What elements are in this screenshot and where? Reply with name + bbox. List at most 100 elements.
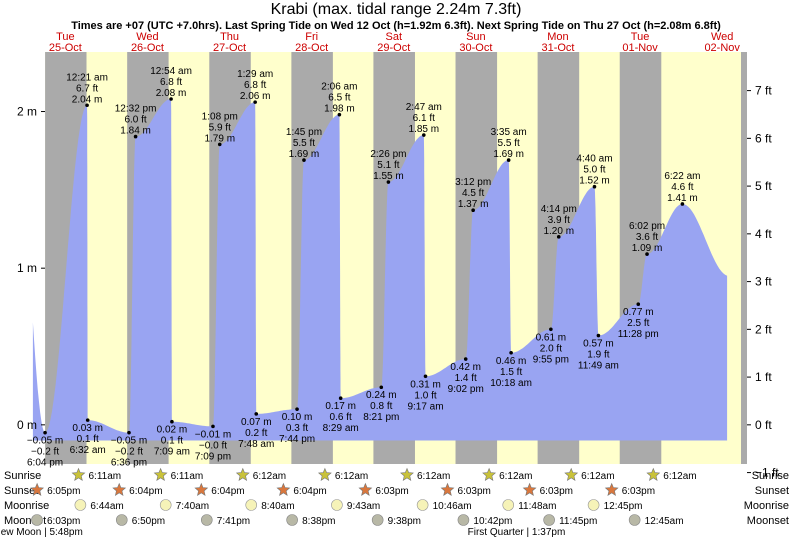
moon-phase-label: New Moon | 5:48pm <box>0 527 83 538</box>
tide-low-marker <box>170 419 174 424</box>
moonrise-time: 8:40am <box>261 501 294 512</box>
sunset-time: 6:03pm <box>622 486 655 497</box>
sunset-time: 6:03pm <box>458 486 491 497</box>
day-label-weekday: Wed <box>711 31 733 43</box>
y-tick-label-ft: 7 ft <box>755 84 772 98</box>
tide-low-marker <box>43 430 47 435</box>
tide-low-meters: −0.01 m <box>195 429 231 440</box>
day-label-date: 28-Oct <box>295 42 328 54</box>
tide-high-marker <box>133 134 138 139</box>
sunset-icon <box>604 482 619 496</box>
y-tick-label-m: 1 m <box>17 261 37 275</box>
row-label-left: Sunrise <box>4 470 41 482</box>
tide-high-time: 12:21 am <box>66 72 108 83</box>
moonset-time: 8:38pm <box>302 516 335 527</box>
moonset-icon <box>286 514 298 526</box>
sunrise-icon <box>564 467 579 481</box>
tide-low-feet: 0.6 ft <box>330 412 352 423</box>
tide-high-time: 6:02 pm <box>629 221 665 232</box>
tide-high-meters: 2.04 m <box>72 94 103 105</box>
tide-high-feet: 6.5 ft <box>328 93 350 104</box>
tide-low-meters: 0.17 m <box>325 401 356 412</box>
tide-high-meters: 1.69 m <box>289 149 320 160</box>
tide-high-time: 1:08 pm <box>202 111 238 122</box>
sunrise-icon <box>317 467 332 481</box>
tide-high-time: 12:32 pm <box>115 104 157 115</box>
tide-low-marker <box>85 418 90 422</box>
moonrise-icon <box>159 499 172 511</box>
day-label-date: 27-Oct <box>213 42 246 54</box>
header-layer: Krabi (max. tidal range 2.24m 7.3ft) Tim… <box>71 1 721 32</box>
moonrise-icon <box>245 499 258 511</box>
tide-high-feet: 3.6 ft <box>636 232 658 243</box>
tide-low-time: 7:09 pm <box>195 451 231 462</box>
tide-high-time: 3:35 am <box>491 127 527 138</box>
tide-high-marker <box>169 97 173 101</box>
tide-high-meters: 1.41 m <box>667 193 698 204</box>
tide-low-marker <box>423 374 428 379</box>
moonset-time: 7:41pm <box>217 516 250 527</box>
row-label-right: Moonset <box>747 515 789 527</box>
sunrise-icon <box>482 467 497 481</box>
tide-high-feet: 4.5 ft <box>462 188 484 199</box>
row-label-right: Moonrise <box>744 500 789 512</box>
tide-high-marker <box>506 158 511 162</box>
sunrise-icon <box>71 467 86 481</box>
day-label-date: 30-Oct <box>459 42 492 54</box>
tide-high-meters: 1.09 m <box>632 243 663 254</box>
day-label-weekday: Sat <box>386 31 403 43</box>
tide-low-meters: 0.02 m <box>157 425 188 436</box>
tide-high-time: 4:14 pm <box>541 204 577 215</box>
tide-labels-layer: 12:21 am6.7 ft2.04 m 12:32 pm6.0 ft1.84 m… <box>27 66 701 469</box>
tide-high-marker <box>592 184 597 189</box>
tide-high-meters: 2.06 m <box>240 91 271 102</box>
tide-low-time: 11:28 pm <box>618 329 659 340</box>
tide-high-feet: 5.5 ft <box>293 138 315 149</box>
tide-low-marker <box>338 396 343 401</box>
y-tick-label-ft: 2 ft <box>755 322 772 336</box>
tide-low-time: 6:04 pm <box>27 458 63 469</box>
moonrise-icon <box>331 499 343 511</box>
tide-low-meters: 0.31 m <box>410 379 441 390</box>
tide-high-feet: 5.5 ft <box>498 138 520 149</box>
tide-low-time: 9:55 pm <box>533 354 569 365</box>
tide-high-time: 12:54 am <box>150 66 192 77</box>
tide-low-time: 9:17 am <box>407 401 443 412</box>
tide-high-time: 1:45 pm <box>286 127 322 138</box>
tide-area <box>32 99 728 441</box>
tide-low-feet: 1.9 ft <box>587 350 609 361</box>
day-label-date: 02-Nov <box>704 42 740 54</box>
tide-low-feet: 0.3 ft <box>286 423 308 434</box>
moonrise-time: 12:45pm <box>604 501 643 512</box>
tide-low-meters: 0.57 m <box>583 339 614 350</box>
tide-high-time: 1:29 am <box>237 69 273 80</box>
sunset-icon <box>30 482 45 496</box>
tide-low-feet: 0.2 ft <box>245 428 267 439</box>
y-tick-label-ft: 4 ft <box>755 227 772 241</box>
y-tick-label-ft: 5 ft <box>755 179 772 193</box>
tide-low-meters: 0.10 m <box>282 412 313 423</box>
moonset-time: 11:45pm <box>559 516 597 527</box>
tide-low-marker <box>379 385 384 390</box>
sunrise-icon <box>235 467 250 481</box>
tide-low-time: 6:36 pm <box>111 458 147 469</box>
tide-high-marker <box>556 235 561 239</box>
sunset-icon <box>276 482 291 496</box>
tide-high-meters: 2.08 m <box>156 88 187 99</box>
tide-high-feet: 6.7 ft <box>76 83 98 94</box>
tide-high-marker <box>422 133 426 137</box>
day-label-weekday: Thu <box>220 31 239 43</box>
tide-high-meters: 1.69 m <box>493 149 524 160</box>
tide-high-meters: 1.37 m <box>458 199 489 210</box>
sunrise-time: 6:12am <box>417 471 450 482</box>
sunset-time: 6:04pm <box>293 486 326 497</box>
y-tick-label-ft: −1 ft <box>755 466 779 480</box>
moonset-time: 6:03pm <box>47 516 80 527</box>
tide-area-layer <box>32 99 728 441</box>
row-label-right: Sunset <box>755 485 789 497</box>
day-label-weekday: Tue <box>56 31 75 43</box>
moonrise-time: 10:46am <box>433 501 472 512</box>
sunrise-icon <box>400 467 414 481</box>
moonset-icon <box>200 514 213 526</box>
